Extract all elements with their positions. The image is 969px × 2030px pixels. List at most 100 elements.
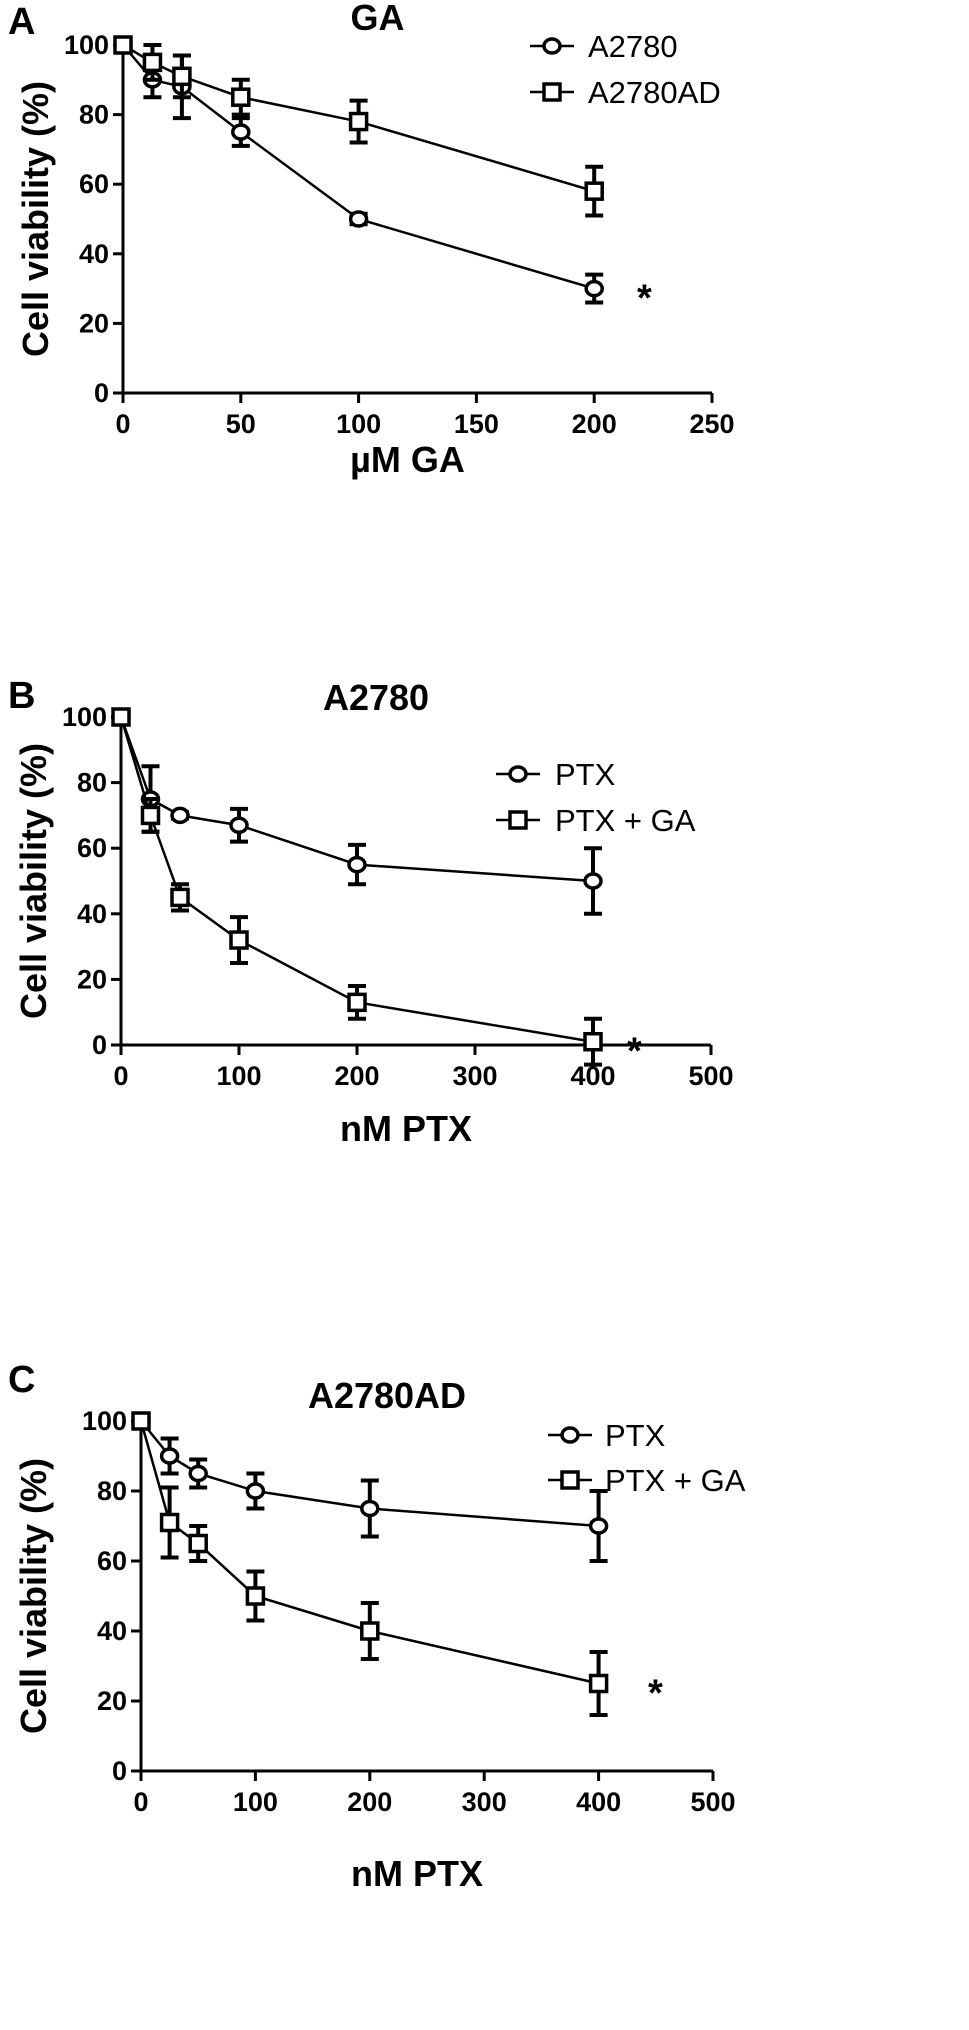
legend-marker-square: [508, 810, 528, 830]
legend-marker-circle: [542, 37, 562, 55]
x-tick-label: 300: [452, 1061, 497, 1091]
data-point: [347, 992, 367, 1013]
legend-marker-circle: [560, 1426, 580, 1444]
data-point: [172, 66, 192, 87]
data-point: [360, 1621, 380, 1641]
data-point: [583, 872, 603, 890]
data-point: [111, 707, 131, 727]
data-point: [245, 1586, 266, 1606]
x-tick-label: 200: [334, 1061, 379, 1091]
data-point: [159, 1512, 180, 1533]
legend-marker-square: [560, 1470, 580, 1490]
data-point: [170, 806, 190, 825]
legend-label: A2780AD: [588, 75, 721, 110]
data-point: [583, 1031, 603, 1052]
series-square: [111, 707, 603, 1067]
x-axis-label: nM PTX: [340, 1108, 472, 1149]
x-axis-label: µM GA: [350, 439, 465, 480]
data-point: [245, 1482, 266, 1500]
legend-label: PTX: [605, 1418, 666, 1453]
data-point: [159, 1447, 180, 1465]
y-tick-label: 20: [97, 1686, 127, 1716]
significance-star: *: [627, 1031, 642, 1073]
chart-title: A2780AD: [308, 1375, 466, 1416]
series-circle: [131, 1412, 609, 1563]
y-tick-label: 0: [94, 378, 109, 408]
data-point: [170, 887, 190, 908]
data-point: [347, 855, 367, 874]
data-point: [584, 279, 604, 298]
chart-panel-c: C A2780AD 0 20 40 60 80 100 0 100 200 300 400 500 nM P…: [8, 1359, 746, 1894]
chart-panel-a: A GA 0 20 40 60 80 100 0 50 100 150 200 250 µM GA Cell …: [8, 0, 735, 480]
data-point: [229, 930, 249, 950]
data-point: [588, 1517, 609, 1535]
data-point: [584, 181, 604, 201]
data-point: [588, 1673, 609, 1694]
y-tick-label: 40: [77, 899, 107, 929]
significance-star: *: [648, 1673, 663, 1715]
legend-label: PTX + GA: [605, 1463, 746, 1498]
data-point: [140, 805, 161, 826]
x-tick-label: 200: [572, 409, 617, 439]
chart-title: GA: [351, 0, 405, 38]
y-axis-label: Cell viability (%): [15, 81, 56, 357]
y-tick-label: 40: [79, 239, 109, 269]
y-tick-label: 60: [77, 833, 107, 863]
y-tick-label: 80: [77, 768, 107, 798]
data-point: [231, 123, 251, 141]
x-tick-label: 300: [462, 1787, 507, 1817]
x-tick-label: 100: [233, 1787, 278, 1817]
y-tick-label: 0: [112, 1756, 127, 1786]
legend-label: PTX + GA: [555, 803, 696, 838]
x-tick-label: 250: [689, 409, 734, 439]
panel-letter: C: [8, 1359, 35, 1401]
x-tick-label: 100: [216, 1061, 261, 1091]
y-tick-label: 80: [79, 100, 109, 130]
legend-marker-square: [542, 82, 562, 102]
x-tick-label: 100: [336, 409, 381, 439]
x-tick-label: 50: [226, 409, 256, 439]
data-point: [142, 52, 163, 73]
legend-marker-circle: [508, 765, 528, 783]
y-tick-label: 0: [92, 1030, 107, 1060]
data-point: [113, 35, 133, 55]
series-line: [119, 716, 594, 883]
data-point: [131, 1411, 151, 1431]
y-tick-label: 40: [97, 1616, 127, 1646]
y-tick-label: 60: [79, 169, 109, 199]
legend-label: PTX: [555, 757, 616, 792]
data-point: [348, 210, 369, 228]
y-tick-label: 80: [97, 1476, 127, 1506]
x-tick-label: 500: [688, 1061, 733, 1091]
y-tick-label: 20: [79, 308, 109, 338]
data-point: [229, 816, 249, 834]
chart-title: A2780: [323, 677, 429, 718]
x-tick-label: 400: [576, 1787, 621, 1817]
x-tick-label: 0: [115, 409, 130, 439]
y-tick-label: 100: [64, 30, 109, 60]
y-tick-label: 60: [97, 1546, 127, 1576]
y-axis-label: Cell viability (%): [13, 1458, 54, 1734]
series-square: [131, 1411, 609, 1717]
x-tick-label: 0: [113, 1061, 128, 1091]
panel-letter: B: [8, 675, 35, 717]
series-line: [139, 1420, 599, 1685]
series-square: [113, 35, 604, 218]
data-point: [348, 111, 369, 132]
x-tick-label: 150: [454, 409, 499, 439]
data-point: [360, 1499, 380, 1518]
data-point: [188, 1464, 208, 1483]
y-tick-label: 100: [62, 702, 107, 732]
y-tick-label: 20: [77, 964, 107, 994]
y-tick-label: 100: [82, 1406, 127, 1436]
data-point: [188, 1533, 208, 1554]
significance-star: *: [637, 278, 652, 320]
data-point: [231, 87, 251, 107]
legend-label: A2780: [588, 29, 678, 64]
x-tick-label: 500: [690, 1787, 735, 1817]
panel-letter: A: [8, 1, 35, 43]
x-tick-label: 200: [347, 1787, 392, 1817]
y-axis-label: Cell viability (%): [13, 743, 54, 1019]
